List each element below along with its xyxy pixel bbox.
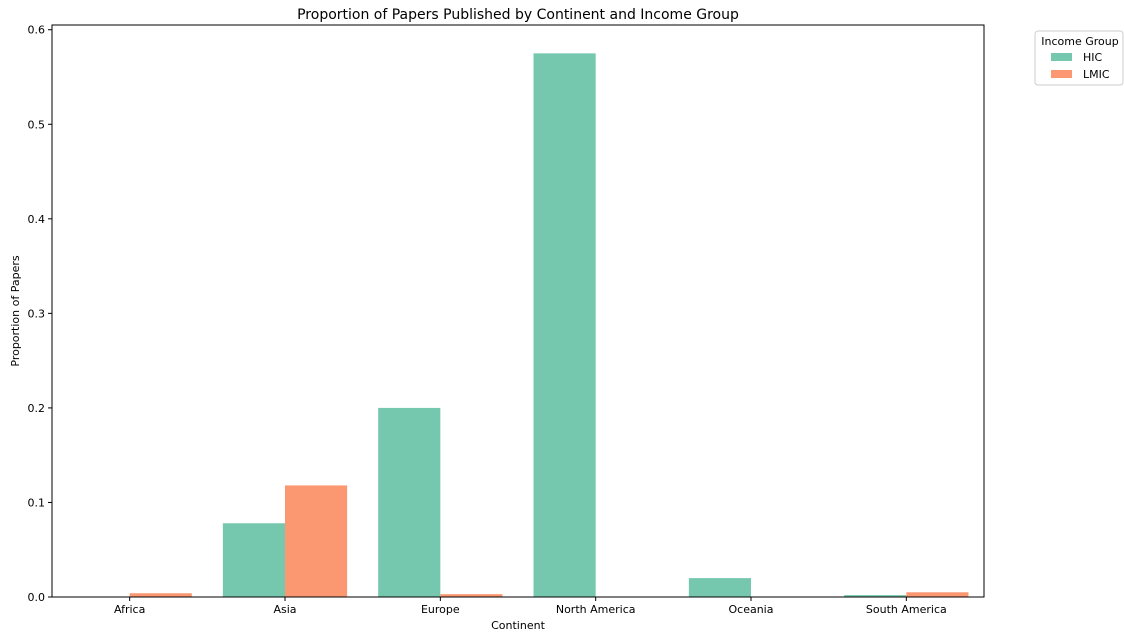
y-tick-label: 0.5 — [28, 118, 46, 131]
legend-swatch-lmic — [1051, 70, 1072, 78]
bar-hic-asia — [222, 523, 285, 597]
bar-lmic-europe — [440, 594, 503, 597]
legend-title: Income Group — [1041, 35, 1118, 48]
x-tick-label: Africa — [114, 603, 145, 616]
bar-hic-north-america — [533, 53, 596, 597]
plot-frame — [51, 24, 985, 598]
legend-label-lmic: LMIC — [1083, 68, 1110, 81]
y-tick-label: 0.1 — [28, 496, 46, 509]
legend-swatch-hic — [1051, 53, 1072, 61]
chart-title: Proportion of Papers Published by Contin… — [297, 7, 739, 23]
x-tick-label: Asia — [273, 603, 296, 616]
bar-hic-europe — [378, 407, 441, 597]
y-axis: 0.0 0.1 0.2 0.3 0.4 0.5 0.6 — [28, 24, 52, 604]
legend-label-hic: HIC — [1083, 51, 1103, 64]
y-axis-label: Proportion of Papers — [9, 255, 22, 367]
x-tick-label: South America — [866, 603, 947, 616]
y-tick-label: 0.0 — [28, 591, 46, 604]
legend: Income Group HIC LMIC — [1034, 30, 1124, 86]
bars-group — [129, 53, 969, 597]
bar-lmic-south-america — [906, 592, 969, 597]
y-tick-label: 0.3 — [28, 307, 46, 320]
y-tick-label: 0.2 — [28, 402, 46, 415]
x-tick-label: North America — [556, 603, 636, 616]
x-axis: Africa Asia Europe North America Oceania Sout… — [114, 597, 947, 616]
bar-lmic-asia — [285, 485, 348, 597]
bar-hic-oceania — [688, 578, 751, 597]
x-tick-label: Oceania — [729, 603, 774, 616]
x-tick-label: Europe — [421, 603, 460, 616]
x-axis-label: Continent — [491, 619, 545, 632]
bar-hic-south-america — [844, 595, 907, 597]
bar-lmic-africa — [129, 593, 192, 597]
y-tick-label: 0.6 — [28, 24, 46, 37]
y-tick-label: 0.4 — [28, 213, 46, 226]
